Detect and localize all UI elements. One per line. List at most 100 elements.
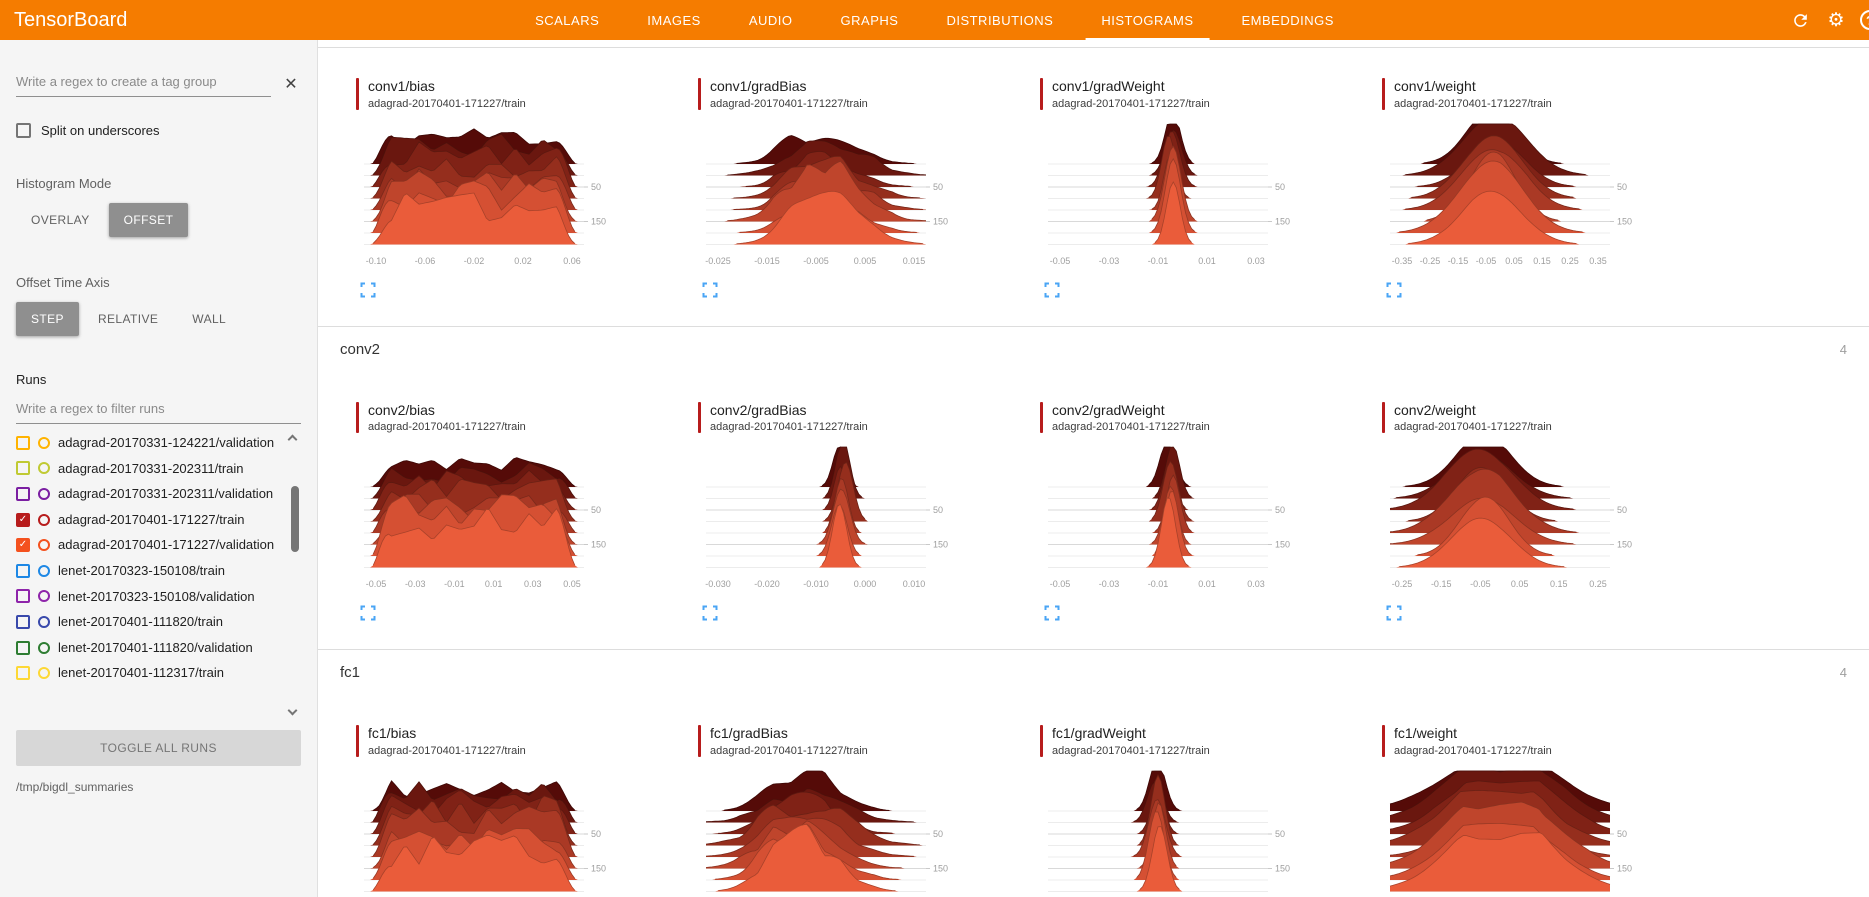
run-checkbox[interactable] (16, 486, 30, 501)
histogram-mode-overlay-button[interactable]: OVERLAY (31, 213, 90, 227)
svg-text:-0.03: -0.03 (1099, 579, 1120, 589)
svg-text:150: 150 (1275, 216, 1290, 226)
run-item[interactable]: ✓ adagrad-20170401-171227/validation (16, 532, 283, 558)
run-item[interactable]: adagrad-20170331-124221/validation (16, 430, 283, 456)
run-checkbox[interactable] (16, 435, 30, 450)
expand-icon[interactable] (360, 605, 376, 621)
nav-tab-graphs[interactable]: GRAPHS (840, 12, 899, 28)
svg-text:-0.15: -0.15 (1448, 256, 1469, 266)
card-title-row: conv2/bias adagrad-20170401-171227/train (356, 401, 698, 434)
expand-icon[interactable] (702, 282, 718, 298)
run-color-bar (698, 725, 701, 757)
split-underscores-label: Split on underscores (41, 123, 160, 138)
histogram-card: conv1/weight adagrad-20170401-171227/trai… (1382, 78, 1724, 298)
run-checkbox[interactable] (16, 589, 30, 604)
svg-text:-0.06: -0.06 (415, 256, 436, 266)
run-item[interactable]: lenet-20170323-150108/train (16, 558, 283, 584)
section-name: conv2 (340, 340, 381, 358)
toggle-all-runs-button[interactable]: TOGGLE ALL RUNS (16, 730, 301, 766)
run-item[interactable]: adagrad-20170331-202311/train (16, 456, 283, 482)
histogram-chart: 50 150 (698, 765, 1040, 897)
run-item[interactable]: lenet-20170401-111820/train (16, 609, 283, 635)
histograms-dashboard: conv1/bias adagrad-20170401-171227/train 5… (318, 40, 1869, 897)
nav-tab-histograms[interactable]: HISTOGRAMS (1077, 0, 1217, 40)
svg-text:-0.01: -0.01 (444, 579, 465, 589)
svg-text:0.03: 0.03 (1247, 579, 1265, 589)
run-label: adagrad-20170331-202311/validation (58, 486, 274, 502)
histogram-mode-offset-button[interactable]: OFFSET (108, 203, 189, 237)
expand-icon[interactable] (702, 605, 718, 621)
sidebar: ✕ Split on underscores Histogram Mode OV… (0, 40, 318, 897)
histogram-chart: 50 150 -0.05 -0.03 -0.01 0.01 0.03 (1040, 441, 1382, 599)
svg-text:-0.15: -0.15 (1431, 579, 1452, 589)
expand-icon[interactable] (360, 282, 376, 298)
offset-axis-relative-button[interactable]: RELATIVE (97, 312, 159, 326)
help-icon[interactable]: ? (1860, 10, 1869, 30)
section-header[interactable]: fc1 4 (318, 649, 1869, 695)
scroll-up-icon[interactable] (287, 434, 298, 445)
close-icon[interactable]: ✕ (284, 75, 298, 93)
run-checkbox[interactable] (16, 614, 30, 629)
svg-text:-0.35: -0.35 (1392, 256, 1413, 266)
scroll-down-icon[interactable] (287, 705, 298, 716)
ridgeline-plot: 50 150 (1389, 770, 1632, 892)
run-item[interactable]: lenet-20170401-111820/validation (16, 635, 283, 661)
svg-text:0.01: 0.01 (1198, 256, 1216, 266)
refresh-icon[interactable] (1788, 8, 1812, 32)
run-color-circle (38, 513, 50, 526)
tag-title: fc1/gradWeight (1052, 725, 1146, 741)
run-checkbox[interactable] (16, 666, 30, 681)
run-item[interactable]: ✓ adagrad-20170401-171227/train (16, 507, 283, 533)
run-label: adagrad-20170401-171227/validation (58, 537, 275, 553)
run-checkbox[interactable] (16, 563, 30, 578)
offset-axis-step-button[interactable]: STEP (16, 302, 79, 336)
expand-icon[interactable] (1386, 282, 1402, 298)
scrollbar-thumb[interactable] (291, 486, 299, 552)
svg-text:150: 150 (591, 540, 606, 550)
card-titles: conv2/bias adagrad-20170401-171227/train (368, 402, 526, 434)
svg-text:-0.05: -0.05 (366, 579, 387, 589)
runs-scrollbar[interactable] (287, 430, 301, 722)
offset-time-axis-buttons: STEP RELATIVE WALL (16, 302, 301, 336)
nav-tab-images[interactable]: IMAGES (647, 12, 701, 28)
histogram-card: conv2/bias adagrad-20170401-171227/train 5… (356, 401, 698, 622)
section-header[interactable]: conv2 4 (318, 325, 1869, 372)
svg-text:0.02: 0.02 (514, 256, 532, 266)
run-label: lenet-20170401-112317/train (58, 665, 225, 681)
run-checkbox[interactable]: ✓ (16, 538, 30, 553)
histogram-chart: 50 150 -0.25 -0.15 -0.05 0.05 0.15 0.25 (1382, 441, 1724, 599)
ridgeline-plot: 50 150 (1048, 770, 1290, 892)
nav-tab-distributions[interactable]: DISTRIBUTIONS (946, 12, 1054, 28)
svg-text:150: 150 (591, 863, 606, 873)
nav-tab-embeddings[interactable]: EMBEDDINGS (1241, 12, 1334, 28)
tag-filter-input[interactable] (16, 70, 271, 97)
histogram-chart: 50 150 (1040, 765, 1382, 897)
expand-icon[interactable] (1044, 282, 1060, 298)
offset-axis-wall-button[interactable]: WALL (192, 312, 227, 326)
run-item[interactable]: adagrad-20170331-202311/validation (16, 481, 283, 507)
settings-gear-icon[interactable]: ⚙ (1827, 9, 1845, 31)
histogram-card: conv2/weight adagrad-20170401-171227/trai… (1382, 401, 1724, 622)
svg-text:0.25: 0.25 (1561, 256, 1579, 266)
histogram-card: conv1/bias adagrad-20170401-171227/train 5… (356, 78, 698, 298)
nav-tab-audio[interactable]: AUDIO (748, 12, 793, 28)
run-item[interactable]: lenet-20170323-150108/validation (16, 584, 283, 610)
nav-tab-scalars[interactable]: SCALARS (535, 12, 600, 28)
run-color-circle (38, 564, 50, 577)
run-filter-input[interactable] (16, 397, 301, 424)
run-name: adagrad-20170401-171227/train (1052, 744, 1210, 757)
histogram-chart: 50 150 (356, 765, 698, 897)
run-checkbox[interactable]: ✓ (16, 512, 30, 527)
run-checkbox[interactable] (16, 461, 30, 476)
split-underscores-checkbox[interactable] (16, 123, 31, 138)
run-checkbox[interactable] (16, 640, 30, 655)
run-item[interactable]: lenet-20170401-112317/train (16, 660, 283, 686)
ridgeline-plot: 50 150 -0.05 -0.03 -0.01 0.01 0.03 (1048, 123, 1290, 266)
svg-text:-0.25: -0.25 (1392, 579, 1413, 589)
svg-text:0.000: 0.000 (854, 579, 877, 589)
svg-text:0.01: 0.01 (1198, 579, 1216, 589)
svg-text:0.15: 0.15 (1533, 256, 1551, 266)
expand-icon[interactable] (1044, 605, 1060, 621)
expand-icon[interactable] (1386, 605, 1402, 621)
split-underscores-row[interactable]: Split on underscores (16, 123, 301, 138)
